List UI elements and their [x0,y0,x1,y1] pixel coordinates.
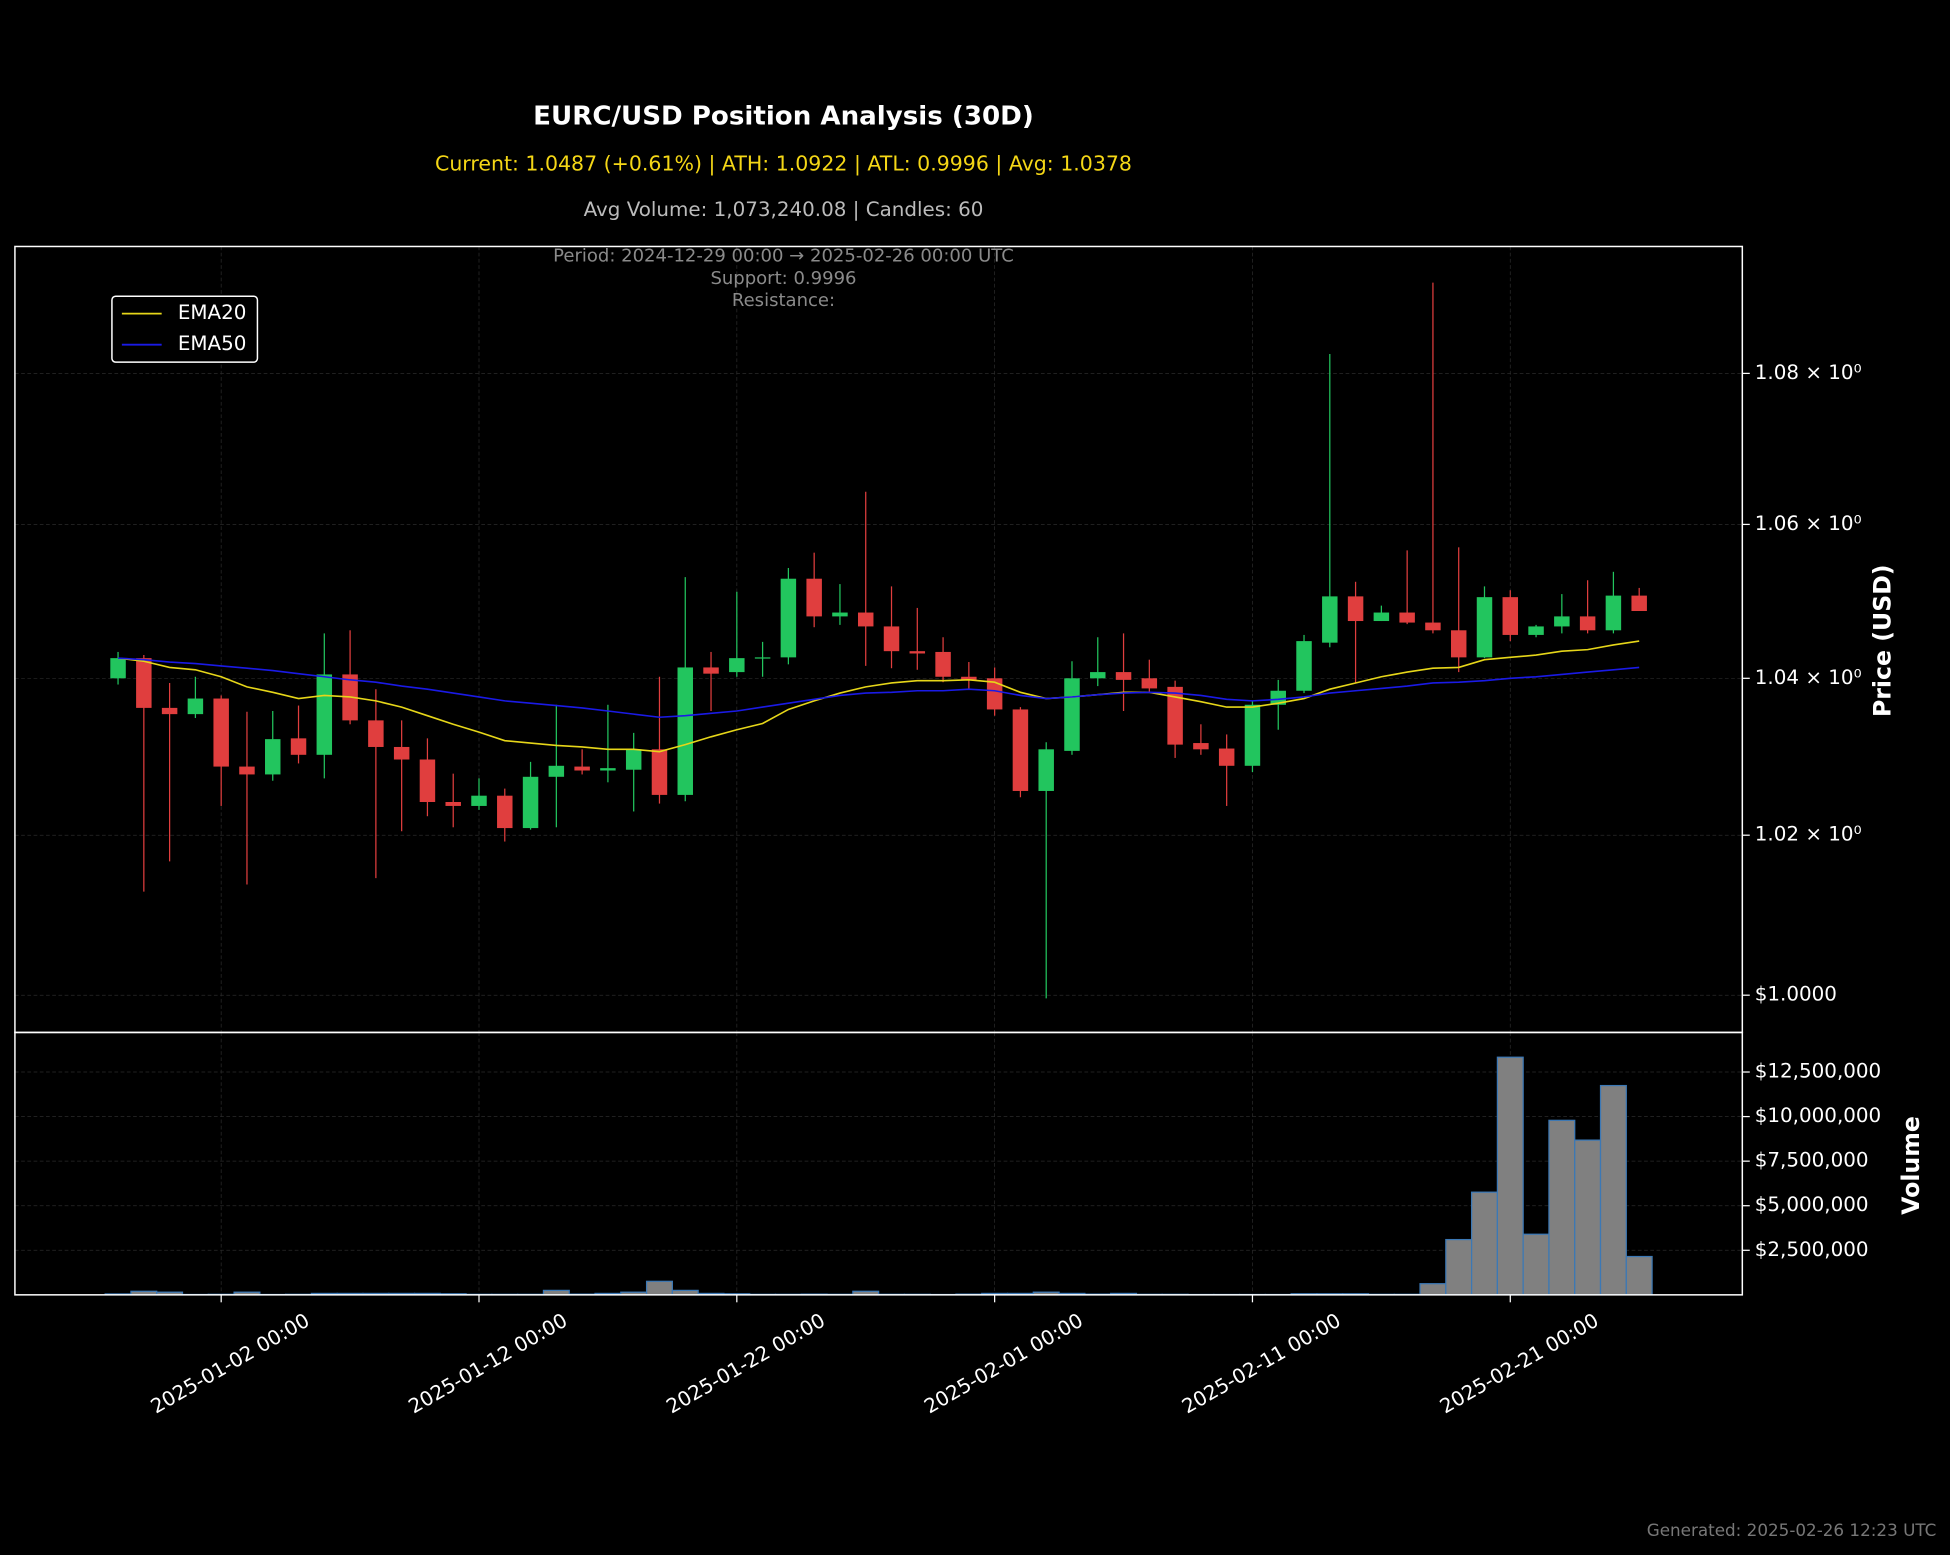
y-tick-label: 1.04 × 10⁰ [1755,666,1862,689]
candle-body [651,749,668,795]
candle-body [187,698,204,715]
candle-body [265,739,281,775]
volume-bar [1574,1139,1602,1296]
candle-body [110,658,126,679]
chart-title: EURC/USD Position Analysis (30D) [533,102,1034,132]
y-tick-label: $2,500,000 [1755,1238,1869,1261]
ema-line [118,657,1640,719]
volume-bar [1522,1233,1550,1296]
chart-info: Avg Volume: 1,073,240.08 | Candles: 60 [584,198,984,221]
candle-body [909,651,926,654]
candle-body [1347,596,1364,622]
candle-body [1322,596,1338,643]
candle-body [471,795,487,806]
candle-body [161,707,178,715]
y-tick-label: $5,000,000 [1755,1193,1869,1216]
y-tick-label: 1.06 × 10⁰ [1755,512,1862,535]
candle-body [1270,690,1286,705]
candle-body [213,698,229,767]
candle-body [136,658,152,708]
volume-bar [1470,1191,1499,1296]
y-tick-label: $12,500,000 [1755,1060,1881,1083]
candle-body [806,578,822,617]
candle-body [1064,678,1080,751]
candle-body [883,626,900,652]
candle-body [961,676,977,680]
candle-body [1038,749,1054,791]
volume-bar [1625,1255,1653,1296]
candle-body [677,667,693,795]
candle-body [1528,626,1544,635]
annotation: Resistance: [732,290,835,311]
volume-bar [1496,1056,1524,1296]
candle-body [1605,595,1622,631]
volume-bar [1419,1283,1447,1296]
candle-body [1141,678,1158,689]
candle-body [316,674,333,755]
candle-body [1244,704,1261,766]
candle-body [1631,595,1647,612]
candle-body [239,766,255,775]
legend-label: EMA50 [178,332,247,355]
candle-body [1167,686,1183,745]
volume-bar [1599,1084,1627,1296]
annotation: Period: 2024-12-29 00:00 → 2025-02-26 00… [553,245,1014,266]
chart-subtitle: Current: 1.0487 (+0.61%) | ATH: 1.0922 |… [435,151,1132,176]
candle-body [290,738,307,755]
y-tick-label: $7,500,000 [1755,1149,1869,1172]
candle-body [1476,597,1493,658]
annotation: Support: 0.9996 [710,268,856,289]
footer: Generated: 2025-02-26 12:23 UTC [1647,1520,1937,1540]
candle-body [368,720,384,747]
volume-bar [1548,1119,1576,1296]
candle-body [1450,630,1467,658]
candle-body [703,667,719,674]
y-tick-label: $1.0000 [1755,983,1837,1006]
candle-body [574,766,590,771]
ema-line [117,640,1640,753]
candle-body [729,658,745,673]
candle-body [1115,672,1132,680]
candle-body [419,759,436,802]
candle-body [1579,616,1596,631]
candle-body [780,578,797,658]
candle-body [754,657,771,659]
candle-body [600,768,616,771]
volume-bar [1445,1238,1473,1296]
y-tick-label: $10,000,000 [1755,1104,1881,1127]
candle-body [393,746,410,760]
candle-body [986,678,1003,710]
candle-body [522,776,539,829]
candle-body [1012,709,1029,791]
y-tick-label: 1.08 × 10⁰ [1755,361,1862,384]
y-axis-label: Price (USD) [1869,564,1897,717]
candle-body [1399,612,1415,623]
volume-frame [14,1031,1744,1296]
candle-body [857,612,874,627]
candle-body [1296,641,1312,691]
candle-body [1193,743,1209,750]
y-axis-label: Volume [1897,1116,1925,1215]
volume-bar [645,1280,673,1296]
candle-body [1218,748,1235,766]
candle-body [497,795,513,829]
candle-body [1554,616,1570,627]
candle-body [1425,622,1441,631]
y-tick-label: 1.02 × 10⁰ [1755,823,1862,846]
candle-body [1373,612,1390,622]
candle-body [1502,597,1519,635]
candle-body [1090,672,1106,679]
candle-body [548,765,565,777]
legend-label: EMA20 [178,301,247,324]
candle-body [445,801,461,806]
candle-body [625,749,642,770]
candle-body [935,651,951,677]
candle-body [832,612,848,617]
